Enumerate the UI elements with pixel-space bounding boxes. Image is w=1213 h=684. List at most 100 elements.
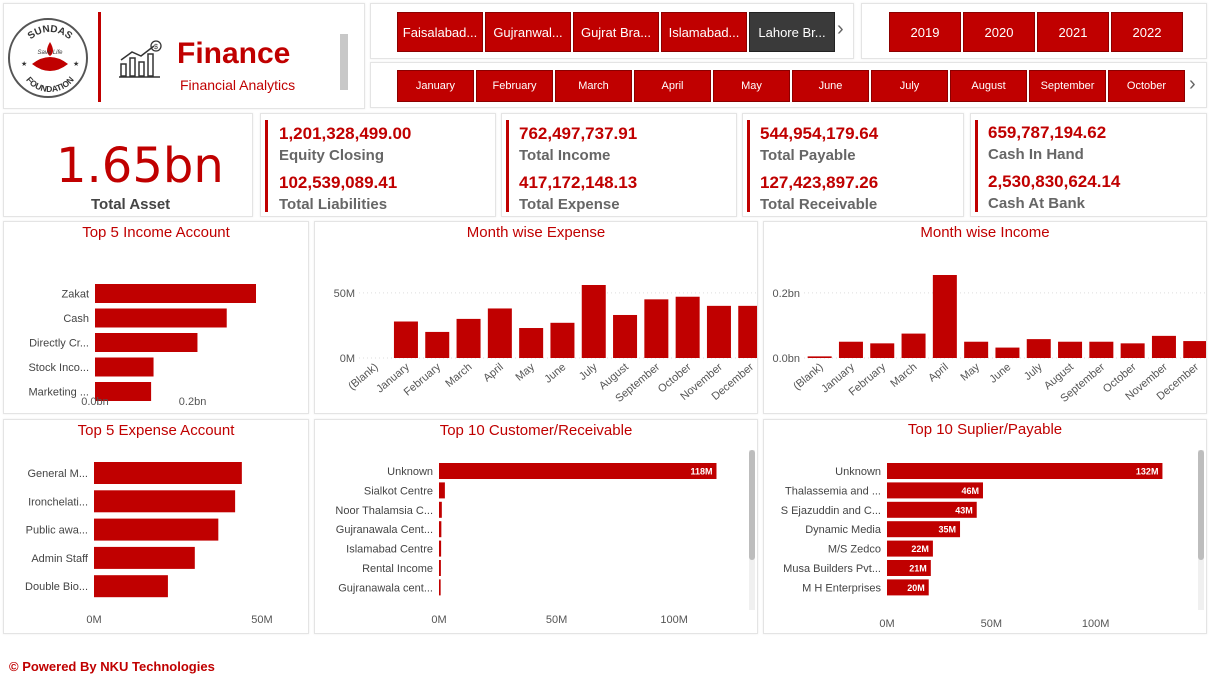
category-label: Musa Builders Pvt... [783,563,881,575]
year-slicer-button-1[interactable]: 2020 [963,12,1035,52]
category-label: May [513,361,537,384]
bar [439,463,717,479]
chart-title: Top 10 Customer/Receivable [439,422,633,439]
tick-label: 0.2bn [179,396,207,408]
chevron-right-icon[interactable]: › [1189,73,1196,95]
category-label: Cash [63,313,89,325]
city-slicer-button-1[interactable]: Gujranwal... [485,12,571,52]
total-asset-value: 1.65bn [56,138,224,194]
bar [487,308,512,358]
month-slicer-button-4[interactable]: May [713,70,790,102]
category-label: April [926,361,951,384]
bar [887,540,933,557]
category-label: March [443,361,474,390]
top5-expense-chart: General M... Ironchelati... Public awa... A… [25,462,273,626]
bar [439,501,442,518]
category-label: March [888,361,919,390]
bar [887,579,929,596]
data-label: 20M [907,583,925,593]
year-slicer-button-2[interactable]: 2021 [1037,12,1109,52]
category-label: S Ejazuddin and C... [781,505,881,517]
category-label: Gujranawala Cent... [336,524,433,536]
bar [95,357,154,377]
bar [94,490,236,513]
category-label: Islamabad Centre [346,544,433,556]
chart-month-income: Month wise Income 0.0bn 0.2bn (Blank) Janua… [763,221,1207,414]
kpi-payable-receivable: 544,954,179.64 Total Payable 127,423,897… [742,113,964,217]
bar [887,463,1163,479]
chart-scrollbar-thumb[interactable] [749,450,755,560]
logo-text-bottom: FOUNDATION [24,75,76,95]
svg-text:$: $ [154,44,158,51]
category-label: June [987,361,1013,386]
bar [1026,339,1051,358]
chart-top5-income: Top 5 Income Account Zakat Cash Directly C… [3,221,309,414]
year-slicer-button-3[interactable]: 2022 [1111,12,1183,52]
logo-text-top: SUNDAS [26,24,74,42]
city-slicer-button-4[interactable]: Lahore Br... [749,12,835,52]
month-slicer-button-9[interactable]: October [1108,70,1185,102]
bar [887,560,931,576]
tick-label: 0M [340,353,355,365]
category-label: May [958,361,982,384]
bar [738,305,757,358]
chart-title: Top 5 Expense Account [77,422,235,439]
total-expense-value: 417,172,148.13 [519,173,638,192]
total-receivable-value: 127,423,897.26 [760,173,879,192]
chevron-right-icon[interactable]: › [837,18,844,40]
bar [581,285,606,358]
bar [675,296,700,358]
category-label: Gujranawala cent... [338,582,433,594]
month-slicer: January February March April May June July Augu… [370,62,1207,108]
month-slicer-button-5[interactable]: June [792,70,869,102]
month-slicer-button-8[interactable]: September [1029,70,1106,102]
bar [95,284,256,303]
chart-title: Top 5 Income Account [82,224,230,241]
chart-scrollbar-thumb[interactable] [1198,450,1204,560]
finance-chart-icon: $ [119,40,162,78]
bar [838,341,863,358]
month-slicer-button-6[interactable]: July [871,70,948,102]
year-slicer: 2019 2020 2021 2022 [861,3,1207,59]
city-slicer: Faisalabad... Gujranwal... Gujrat Bra... Is… [370,3,854,59]
chart-title: Month wise Expense [466,224,606,241]
bar [94,575,168,598]
logo-graphic: SUNDAS FOUNDATION Save Life ★ ★ [21,24,79,95]
month-slicer-button-7[interactable]: August [950,70,1027,102]
cash-in-hand-label: Cash In Hand [988,146,1084,163]
category-label: M/S Zedco [828,544,881,556]
category-label: Unknown [387,466,433,478]
category-label: June [542,361,568,386]
bar [439,521,442,538]
month-slicer-button-3[interactable]: April [634,70,711,102]
bar [425,331,450,358]
data-label: 21M [909,564,927,574]
month-slicer-button-2[interactable]: March [555,70,632,102]
year-slicer-button-0[interactable]: 2019 [889,12,961,52]
bar [964,341,989,358]
bar [1058,341,1083,358]
page-title: Finance [177,37,291,70]
kpi-accent-bar [975,120,978,212]
data-label: 43M [955,505,973,515]
city-slicer-button-0[interactable]: Faisalabad... [397,12,483,52]
bar [901,333,926,358]
data-label: 132M [1136,467,1159,477]
cash-at-bank-value: 2,530,830,624.14 [988,172,1121,191]
bar [613,314,638,358]
kpi-accent-bar [265,120,268,212]
bar [887,521,961,538]
month-slicer-button-0[interactable]: January [397,70,474,102]
total-liabilities-label: Total Liabilities [279,196,388,213]
city-slicer-button-3[interactable]: Islamabad... [661,12,747,52]
category-label: Public awa... [26,525,88,537]
city-slicer-button-2[interactable]: Gujrat Bra... [573,12,659,52]
month-slicer-button-1[interactable]: February [476,70,553,102]
bar [706,305,731,358]
tick-label: 50M [546,614,567,626]
bar [439,579,441,596]
cash-in-hand-value: 659,787,194.62 [988,123,1107,142]
top5-income-chart: Zakat Cash Directly Cr... Stock Inco... Mark… [28,284,256,408]
bar [95,333,198,352]
tick-label: 0.0bn [81,396,109,408]
